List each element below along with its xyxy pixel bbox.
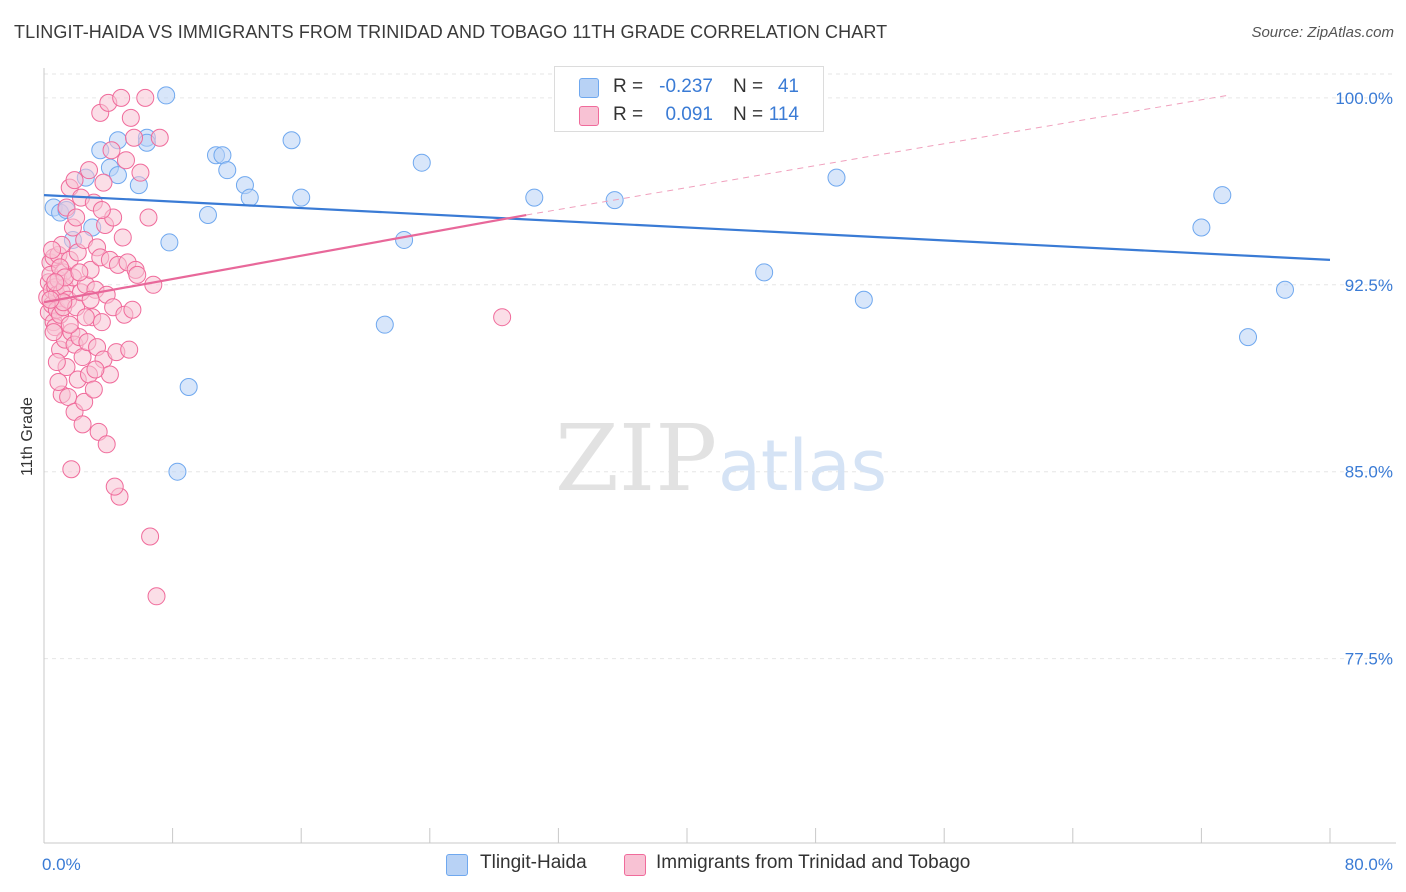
data-point (282, 131, 301, 150)
legend-r-label: R = (613, 104, 644, 125)
data-point (240, 188, 259, 207)
data-point (218, 161, 237, 180)
data-point (108, 166, 127, 185)
watermark: ZIP atlas (555, 405, 887, 512)
y-tick-label: 85.0% (1345, 463, 1393, 482)
legend-swatch-blue (579, 78, 599, 98)
legend-n-label: N = (733, 104, 764, 125)
data-point (213, 146, 232, 165)
data-point (1213, 186, 1232, 205)
legend-r-value: 0.091 (665, 104, 713, 125)
data-point (525, 188, 544, 207)
bottom-legend-label: Immigrants from Trinidad and Tobago (656, 852, 971, 873)
data-point (97, 435, 116, 454)
data-point (46, 273, 65, 292)
data-point (179, 377, 198, 396)
data-point (49, 372, 68, 391)
y-tick-label: 92.5% (1345, 276, 1393, 295)
watermark-atlas: atlas (718, 425, 887, 507)
x-tick-label: 0.0% (42, 855, 81, 874)
data-point (67, 208, 86, 227)
data-point (157, 86, 176, 105)
data-point (147, 587, 166, 606)
data-point (125, 128, 144, 147)
source-credit: Source: ZipAtlas.com (1251, 24, 1394, 41)
legend-n-label: N = (733, 76, 764, 97)
data-point (112, 88, 131, 107)
data-point (120, 340, 139, 359)
trend-line (43, 193, 1331, 261)
data-point (80, 161, 99, 180)
data-point (59, 387, 78, 406)
axes (43, 68, 1396, 844)
data-point (1192, 218, 1211, 237)
data-point (854, 290, 873, 309)
data-point (60, 315, 79, 334)
y-tick-label: 77.5% (1345, 650, 1393, 669)
legend-n-value: 41 (777, 76, 799, 97)
data-point (139, 208, 158, 227)
data-point (121, 108, 140, 127)
bottom-legend-swatch-blue (446, 854, 468, 876)
data-point (94, 173, 113, 192)
data-point (75, 392, 94, 411)
bottom-legend-label: Tlingit-Haida (480, 852, 587, 873)
data-point (73, 348, 92, 367)
data-point (160, 233, 179, 252)
data-point (375, 315, 394, 334)
data-point (113, 228, 132, 247)
data-point (150, 128, 169, 147)
data-point (43, 240, 62, 259)
data-point (141, 527, 160, 546)
gridlines (44, 73, 1396, 660)
x-tick-label: 80.0% (1345, 855, 1393, 874)
data-point (86, 360, 105, 379)
data-point (1275, 280, 1294, 299)
stats-legend: R = -0.237 N = 41 R = 0.091 N = 114 (554, 66, 824, 132)
data-point (198, 206, 217, 225)
legend-r-label: R = (613, 76, 644, 97)
data-point (412, 153, 431, 172)
data-point (92, 313, 111, 332)
legend-n-value: 114 (768, 104, 799, 125)
data-point (128, 265, 147, 284)
data-point (1239, 328, 1258, 347)
data-point (76, 308, 95, 327)
series-trinidad-tobago (38, 88, 512, 606)
data-point (65, 171, 84, 190)
chart-title: TLINGIT-HAIDA VS IMMIGRANTS FROM TRINIDA… (14, 22, 888, 42)
data-point (116, 151, 135, 170)
data-point (168, 462, 187, 481)
watermark-zip: ZIP (555, 405, 717, 512)
data-point (102, 141, 121, 160)
data-point (92, 201, 111, 220)
legend-row-trinidad-tobago: R = 0.091 N = 114 (555, 101, 823, 129)
legend-swatch-pink (579, 106, 599, 126)
trend-lines (43, 94, 1331, 304)
data-point (123, 300, 142, 319)
bottom-legend-swatch-pink (624, 854, 646, 876)
data-point (73, 415, 92, 434)
legend-r-value: -0.237 (659, 76, 713, 97)
legend-row-tlingit-haida: R = -0.237 N = 41 (555, 73, 823, 101)
data-point (136, 88, 155, 107)
data-point (47, 353, 66, 372)
trend-line (43, 213, 527, 304)
data-point (131, 163, 150, 182)
data-point (70, 263, 89, 282)
data-point (292, 188, 311, 207)
y-tick-label: 100.0% (1335, 89, 1393, 108)
data-point (105, 477, 124, 496)
data-point (62, 460, 81, 479)
data-point (44, 323, 63, 342)
data-point (493, 308, 512, 327)
tick-labels: 77.5% 85.0% 92.5% 100.0% 0.0% 80.0% (42, 89, 1393, 874)
data-point (84, 380, 103, 399)
data-point (755, 263, 774, 282)
trend-line-extension (526, 94, 1228, 216)
data-point (144, 275, 163, 294)
data-point (827, 168, 846, 187)
data-point (395, 230, 414, 249)
